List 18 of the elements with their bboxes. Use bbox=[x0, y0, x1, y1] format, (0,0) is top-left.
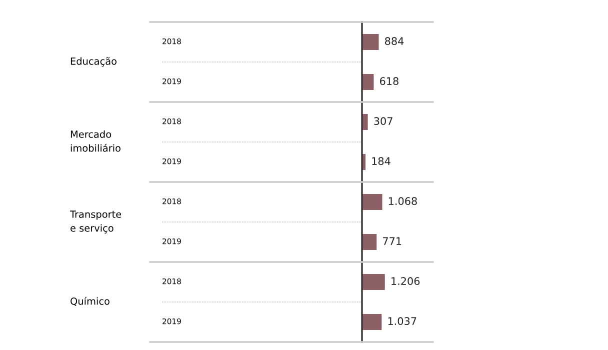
bar bbox=[362, 274, 385, 290]
data-label: 1.068 bbox=[388, 197, 417, 206]
bar bbox=[362, 234, 377, 250]
data-label: 307 bbox=[374, 117, 392, 126]
text: Químico bbox=[70, 296, 110, 306]
bar bbox=[362, 74, 374, 90]
data-label: 1.037 bbox=[388, 317, 416, 326]
data-label: 184 bbox=[372, 157, 390, 166]
data-label: 771 bbox=[383, 237, 402, 245]
bar bbox=[362, 194, 382, 210]
data-label: 618 bbox=[380, 77, 398, 86]
bar bbox=[362, 314, 382, 330]
bar bbox=[362, 34, 379, 50]
text: Educação bbox=[70, 57, 116, 67]
text: Mercado imobiliário bbox=[70, 130, 120, 152]
text: Transporte e serviço bbox=[70, 210, 122, 234]
data-label: 884 bbox=[385, 37, 404, 46]
data-label: 1.206 bbox=[392, 277, 420, 286]
